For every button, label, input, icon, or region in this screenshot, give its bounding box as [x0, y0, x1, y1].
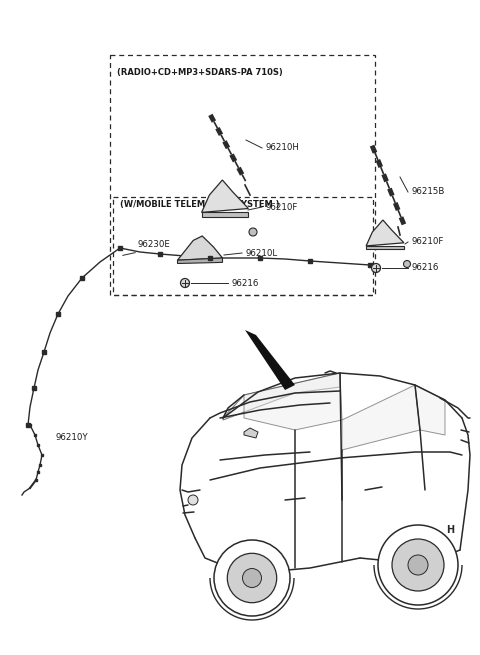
Polygon shape — [342, 385, 420, 450]
Circle shape — [392, 539, 444, 591]
Text: (RADIO+CD+MP3+SDARS-PA 710S): (RADIO+CD+MP3+SDARS-PA 710S) — [117, 68, 283, 77]
Circle shape — [214, 540, 290, 616]
Polygon shape — [202, 212, 249, 217]
Text: 96216: 96216 — [231, 278, 258, 288]
Text: 96210H: 96210H — [265, 143, 299, 153]
Text: 96210F: 96210F — [265, 202, 298, 212]
Polygon shape — [415, 385, 445, 435]
Polygon shape — [366, 220, 404, 246]
Circle shape — [378, 525, 458, 605]
Polygon shape — [202, 180, 249, 212]
Text: 96210Y: 96210Y — [55, 432, 88, 441]
Text: 96216: 96216 — [411, 263, 438, 272]
Text: 96215B: 96215B — [411, 187, 444, 196]
Polygon shape — [366, 246, 404, 250]
Circle shape — [242, 569, 262, 588]
Polygon shape — [245, 330, 295, 390]
Polygon shape — [244, 373, 342, 430]
Text: 96210F: 96210F — [411, 238, 444, 246]
Text: 96230E: 96230E — [138, 240, 171, 249]
Circle shape — [188, 495, 198, 505]
Polygon shape — [178, 258, 223, 263]
Polygon shape — [223, 373, 340, 420]
Polygon shape — [244, 428, 258, 438]
Polygon shape — [178, 236, 223, 260]
Text: 96210L: 96210L — [245, 248, 277, 257]
Circle shape — [372, 263, 381, 272]
Circle shape — [404, 261, 410, 267]
Text: (W/MOBILE TELEMATICS SYSTEM ): (W/MOBILE TELEMATICS SYSTEM ) — [120, 200, 279, 209]
Text: H: H — [446, 525, 454, 535]
Circle shape — [408, 555, 428, 575]
Circle shape — [228, 553, 276, 603]
Circle shape — [180, 278, 190, 288]
Circle shape — [249, 228, 257, 236]
